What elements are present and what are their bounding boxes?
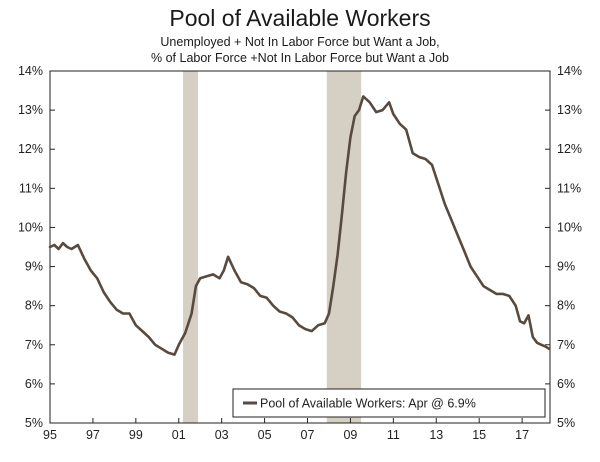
x-tick-label: 01	[172, 428, 186, 442]
x-tick-label: 97	[86, 428, 100, 442]
y-tick-label-left: 9%	[25, 260, 43, 274]
chart-title: Pool of Available Workers	[169, 5, 431, 31]
y-tick-label-right: 10%	[557, 220, 582, 234]
chart-subtitle-line-1: Unemployed + Not In Labor Force but Want…	[160, 35, 440, 49]
recession-band-1	[183, 71, 199, 423]
series-line-pool-of-available-workers	[48, 95, 551, 356]
y-tick-label-left: 14%	[18, 64, 43, 78]
plot-area-frame	[49, 70, 551, 424]
y-tick-label-right: 5%	[557, 416, 575, 430]
y-tick-label-left: 8%	[25, 299, 43, 313]
legend-box	[232, 388, 546, 418]
y-tick-label-right: 9%	[557, 260, 575, 274]
recession-bands	[183, 71, 362, 423]
x-tick-label: 07	[301, 428, 315, 442]
legend-entry: Pool of Available Workers: Apr @ 6.9%	[260, 397, 476, 411]
y-tick-label-right: 6%	[557, 377, 575, 391]
y-tick-label-right: 7%	[557, 338, 575, 352]
y-tick-label-left: 12%	[18, 142, 43, 156]
axis-ticks	[49, 70, 550, 424]
x-tick-label: 95	[43, 428, 57, 442]
y-tick-label-left: 7%	[25, 338, 43, 352]
y-tick-label-left: 10%	[18, 220, 43, 234]
y-tick-label-left: 13%	[18, 103, 43, 117]
legend: Pool of Available Workers: Apr @ 6.9%	[232, 388, 546, 418]
y-tick-label-left: 11%	[19, 181, 43, 195]
chart-subtitle-line-2: % of Labor Force +Not In Labor Force but…	[151, 51, 449, 65]
x-tick-label: 13	[429, 428, 443, 442]
x-tick-label: 15	[472, 428, 486, 442]
x-tick-label: 05	[258, 428, 272, 442]
y-tick-label-right: 12%	[557, 142, 582, 156]
y-tick-label-left: 6%	[25, 377, 43, 391]
recession-band-2	[326, 71, 362, 423]
x-tick-label: 17	[515, 428, 529, 442]
x-tick-label: 11	[387, 428, 400, 442]
y-tick-label-right: 13%	[557, 103, 582, 117]
y-tick-label-right: 14%	[557, 64, 582, 78]
x-tick-label: 03	[215, 428, 229, 442]
axis-tick-labels: 5% 5% 6% 6% 7% 7% 8% 8% 9% 9% 10% 10% 11% 11% 12% 12% 13…	[18, 64, 582, 442]
x-tick-label: 99	[129, 428, 143, 442]
y-tick-label-right: 8%	[557, 299, 575, 313]
y-tick-label-left: 5%	[25, 416, 43, 430]
x-tick-label: 09	[343, 428, 357, 442]
y-tick-label-right: 11%	[557, 181, 581, 195]
